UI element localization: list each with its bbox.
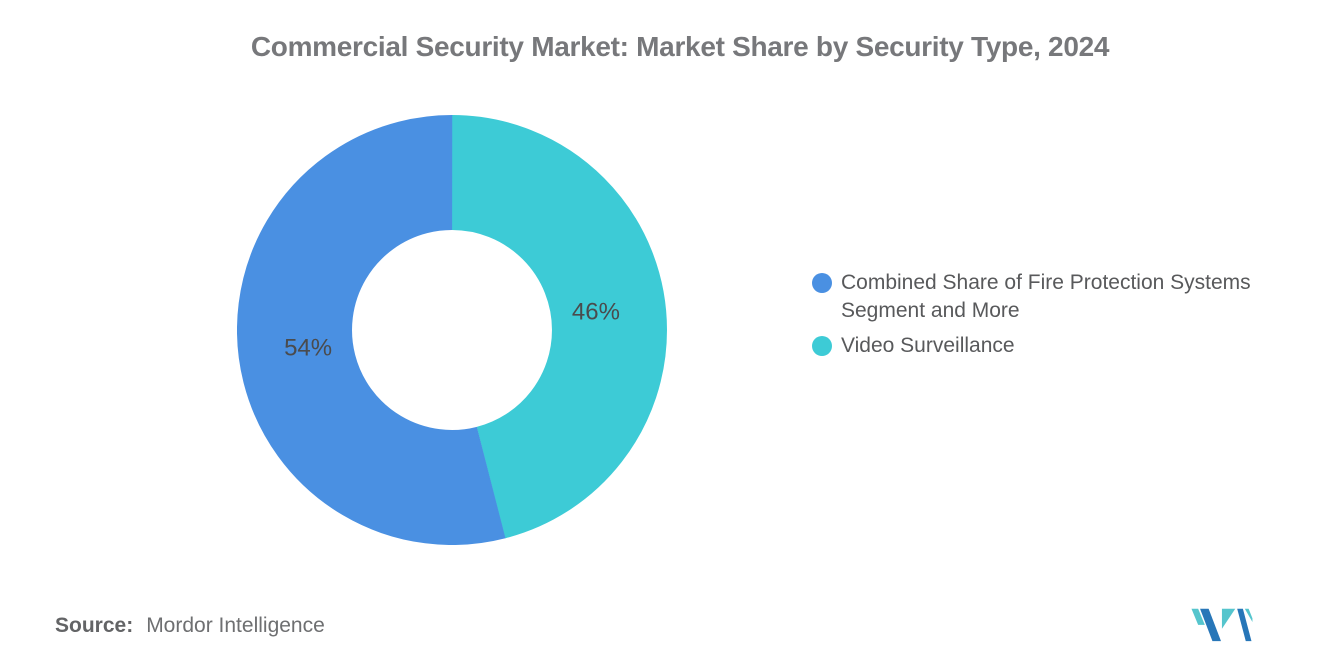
legend-item-fire-protection: Combined Share of Fire Protection System… — [812, 269, 1282, 325]
donut-data-label: 46% — [572, 298, 620, 325]
mordor-intelligence-logo — [1191, 608, 1253, 642]
logo-center-teal-triangle — [1221, 608, 1236, 629]
logo-left-teal-stroke — [1191, 608, 1205, 625]
legend: Combined Share of Fire Protection System… — [812, 269, 1282, 367]
source-label: Source: — [55, 614, 134, 637]
donut-segment — [237, 115, 667, 545]
donut-chart: 46% 54% — [237, 115, 667, 545]
logo-right-blue-stroke — [1237, 608, 1252, 642]
logo-main-blue-stroke — [1200, 608, 1221, 642]
legend-item-video-surveillance: Video Surveillance — [812, 332, 1282, 360]
logo-right-teal-sliver — [1244, 608, 1253, 623]
source-attribution: Source: Mordor Intelligence — [55, 614, 325, 638]
donut-data-label: 54% — [284, 335, 332, 362]
legend-item-label: Combined Share of Fire Protection System… — [841, 271, 1251, 322]
chart-title: Commercial Security Market: Market Share… — [250, 31, 1110, 62]
source-value: Mordor Intelligence — [146, 614, 325, 637]
legend-item-label: Video Surveillance — [841, 334, 1015, 357]
legend-marker-icon — [812, 336, 832, 356]
legend-marker-icon — [812, 273, 832, 293]
